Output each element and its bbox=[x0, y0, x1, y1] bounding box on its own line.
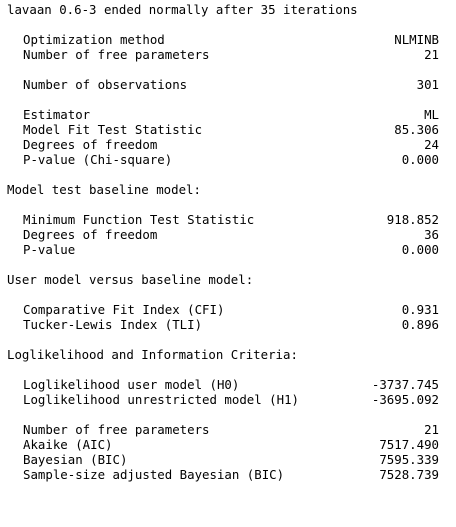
degrees-of-freedom-row: Degrees of freedom 24 bbox=[0, 137, 456, 152]
bic-value: 7595.339 bbox=[379, 452, 439, 467]
observations-label: Number of observations bbox=[23, 77, 188, 92]
baseline-degrees-of-freedom-row: Degrees of freedom 36 bbox=[0, 227, 456, 242]
tli-value: 0.896 bbox=[401, 317, 439, 332]
cfi-label: Comparative Fit Index (CFI) bbox=[23, 302, 225, 317]
loglik-unrestricted-model-value: -3695.092 bbox=[371, 392, 439, 407]
baseline-degrees-of-freedom-value: 36 bbox=[424, 227, 439, 242]
optimization-method-label: Optimization method bbox=[23, 32, 165, 47]
loglik-unrestricted-model-label: Loglikelihood unrestricted model (H1) bbox=[23, 392, 300, 407]
loglik-free-parameters-row: Number of free parameters 21 bbox=[0, 422, 456, 437]
p-value-chi-square-row: P-value (Chi-square) 0.000 bbox=[0, 152, 456, 167]
baseline-min-function-row: Minimum Function Test Statistic 918.852 bbox=[0, 212, 456, 227]
baseline-p-value-value: 0.000 bbox=[401, 242, 439, 257]
r-console-output: lavaan 0.6-3 ended normally after 35 ite… bbox=[0, 2, 456, 482]
loglik-user-model-row: Loglikelihood user model (H0) -3737.745 bbox=[0, 377, 456, 392]
free-parameters-value: 21 bbox=[424, 47, 439, 62]
aic-row: Akaike (AIC) 7517.490 bbox=[0, 437, 456, 452]
estimator-value: ML bbox=[424, 107, 439, 122]
baseline-p-value-row: P-value 0.000 bbox=[0, 242, 456, 257]
estimator-label: Estimator bbox=[23, 107, 91, 122]
tli-label: Tucker-Lewis Index (TLI) bbox=[23, 317, 203, 332]
cfi-row: Comparative Fit Index (CFI) 0.931 bbox=[0, 302, 456, 317]
baseline-p-value-label: P-value bbox=[23, 242, 76, 257]
estimator-row: Estimator ML bbox=[0, 107, 456, 122]
aic-value: 7517.490 bbox=[379, 437, 439, 452]
loglik-user-model-label: Loglikelihood user model (H0) bbox=[23, 377, 240, 392]
fit-statistic-label: Model Fit Test Statistic bbox=[23, 122, 203, 137]
loglik-free-parameters-value: 21 bbox=[424, 422, 439, 437]
baseline-degrees-of-freedom-label: Degrees of freedom bbox=[23, 227, 158, 242]
sabic-value: 7528.739 bbox=[379, 467, 439, 482]
observations-row: Number of observations 301 bbox=[0, 77, 456, 92]
degrees-of-freedom-label: Degrees of freedom bbox=[23, 137, 158, 152]
loglik-heading: Loglikelihood and Information Criteria: bbox=[7, 347, 298, 362]
p-value-chi-square-value: 0.000 bbox=[401, 152, 439, 167]
fit-statistic-row: Model Fit Test Statistic 85.306 bbox=[0, 122, 456, 137]
fit-statistic-value: 85.306 bbox=[394, 122, 439, 137]
p-value-chi-square-label: P-value (Chi-square) bbox=[23, 152, 173, 167]
loglik-unrestricted-model-row: Loglikelihood unrestricted model (H1) -3… bbox=[0, 392, 456, 407]
sabic-row: Sample-size adjusted Bayesian (BIC) 7528… bbox=[0, 467, 456, 482]
loglik-free-parameters-label: Number of free parameters bbox=[23, 422, 210, 437]
baseline-heading: Model test baseline model: bbox=[7, 182, 201, 197]
free-parameters-label: Number of free parameters bbox=[23, 47, 210, 62]
optimization-method-row: Optimization method NLMINB bbox=[0, 32, 456, 47]
degrees-of-freedom-value: 24 bbox=[424, 137, 439, 152]
optimization-method-value: NLMINB bbox=[394, 32, 439, 47]
loglik-user-model-value: -3737.745 bbox=[371, 377, 439, 392]
baseline-min-function-label: Minimum Function Test Statistic bbox=[23, 212, 255, 227]
sabic-label: Sample-size adjusted Bayesian (BIC) bbox=[23, 467, 285, 482]
observations-value: 301 bbox=[416, 77, 439, 92]
cfi-value: 0.931 bbox=[401, 302, 439, 317]
bic-row: Bayesian (BIC) 7595.339 bbox=[0, 452, 456, 467]
tli-row: Tucker-Lewis Index (TLI) 0.896 bbox=[0, 317, 456, 332]
free-parameters-row: Number of free parameters 21 bbox=[0, 47, 456, 62]
baseline-min-function-value: 918.852 bbox=[386, 212, 439, 227]
aic-label: Akaike (AIC) bbox=[23, 437, 113, 452]
comparison-heading: User model versus baseline model: bbox=[7, 272, 254, 287]
convergence-message: lavaan 0.6-3 ended normally after 35 ite… bbox=[7, 2, 358, 17]
bic-label: Bayesian (BIC) bbox=[23, 452, 128, 467]
